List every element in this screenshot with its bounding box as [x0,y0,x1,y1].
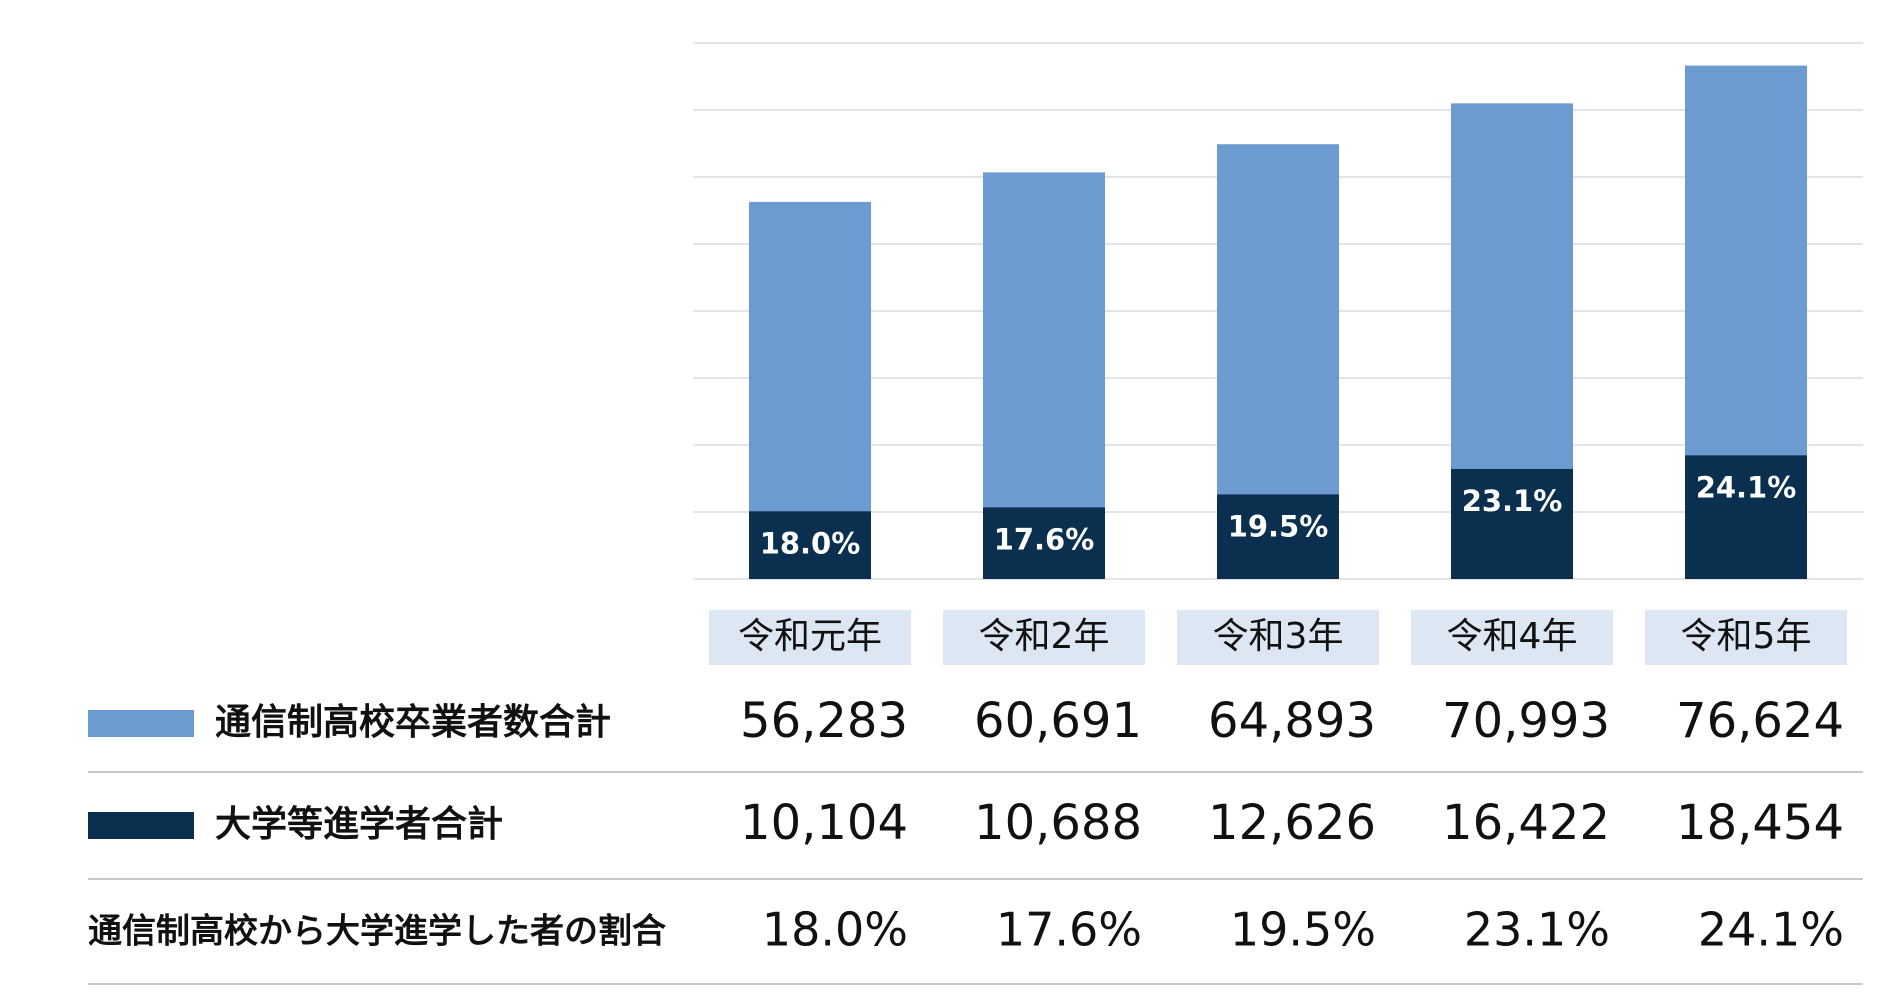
category-box [1645,610,1847,665]
table-value: 18,454 [1676,795,1844,851]
table-value: 64,893 [1208,693,1376,749]
table-value: 60,691 [974,693,1142,749]
bar [749,511,871,579]
table-value: 10,688 [974,795,1142,851]
x-tick-label: 令和5年 [1681,616,1812,657]
legend-swatch [88,710,194,737]
category-box [943,610,1145,665]
data-label: 23.1% [1462,484,1563,518]
table-value: 76,624 [1676,693,1844,749]
category-box [709,610,911,665]
legend-swatch [88,812,194,839]
table-value: 17.6% [996,903,1142,957]
bar [1685,455,1807,579]
table-value: 70,993 [1442,693,1610,749]
data-label: 19.5% [1228,509,1329,543]
data-label: 24.1% [1696,470,1797,504]
x-tick-label: 令和3年 [1213,616,1344,657]
table-value: 16,422 [1442,795,1610,851]
table-value: 56,283 [740,693,908,749]
data-label: 17.6% [994,522,1095,556]
x-tick-label: 令和元年 [738,616,882,657]
category-box [1411,610,1613,665]
bar [1451,468,1573,579]
table-value: 19.5% [1230,903,1376,957]
table-value: 24.1% [1698,903,1844,957]
category-box [1177,610,1379,665]
x-tick-label: 令和4年 [1447,616,1578,657]
table-value: 18.0% [762,903,908,957]
table-value: 23.1% [1464,903,1610,957]
ratio-label: 通信制高校から大学進学した者の割合 [88,912,666,952]
legend-label: 通信制高校卒業者数合計 [215,702,611,743]
legend-label: 大学等進学者合計 [215,803,503,845]
bar [983,507,1105,579]
bar [1217,494,1339,579]
table-value: 10,104 [740,795,908,851]
table-value: 12,626 [1208,795,1376,851]
x-tick-label: 令和2年 [979,616,1110,657]
data-label: 18.0% [760,526,861,560]
